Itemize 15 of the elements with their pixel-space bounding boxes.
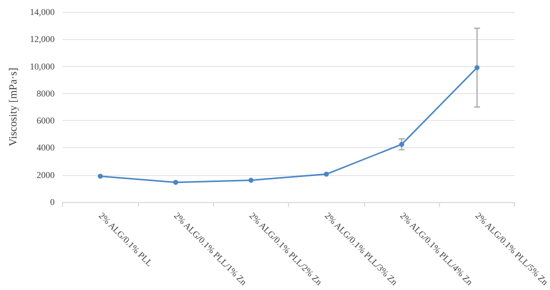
point	[173, 180, 178, 185]
y-tick-label: 8000	[36, 88, 56, 98]
y-tick-label: 2000	[36, 170, 56, 180]
point	[474, 65, 480, 70]
y-tick-label: 10,000	[30, 61, 56, 72]
y-tick-label: 4000	[36, 142, 56, 153]
y-tick-label: 12,000	[30, 34, 56, 44]
point	[98, 174, 103, 179]
point	[399, 142, 404, 147]
point	[324, 172, 329, 177]
y-tick-label: 6000	[36, 116, 56, 126]
point	[248, 178, 254, 183]
y-tick-label: 14,000	[30, 7, 56, 17]
y-tick-label: 0	[50, 197, 56, 207]
y-axis-title: Viscosity [mPa·s]	[8, 68, 20, 146]
